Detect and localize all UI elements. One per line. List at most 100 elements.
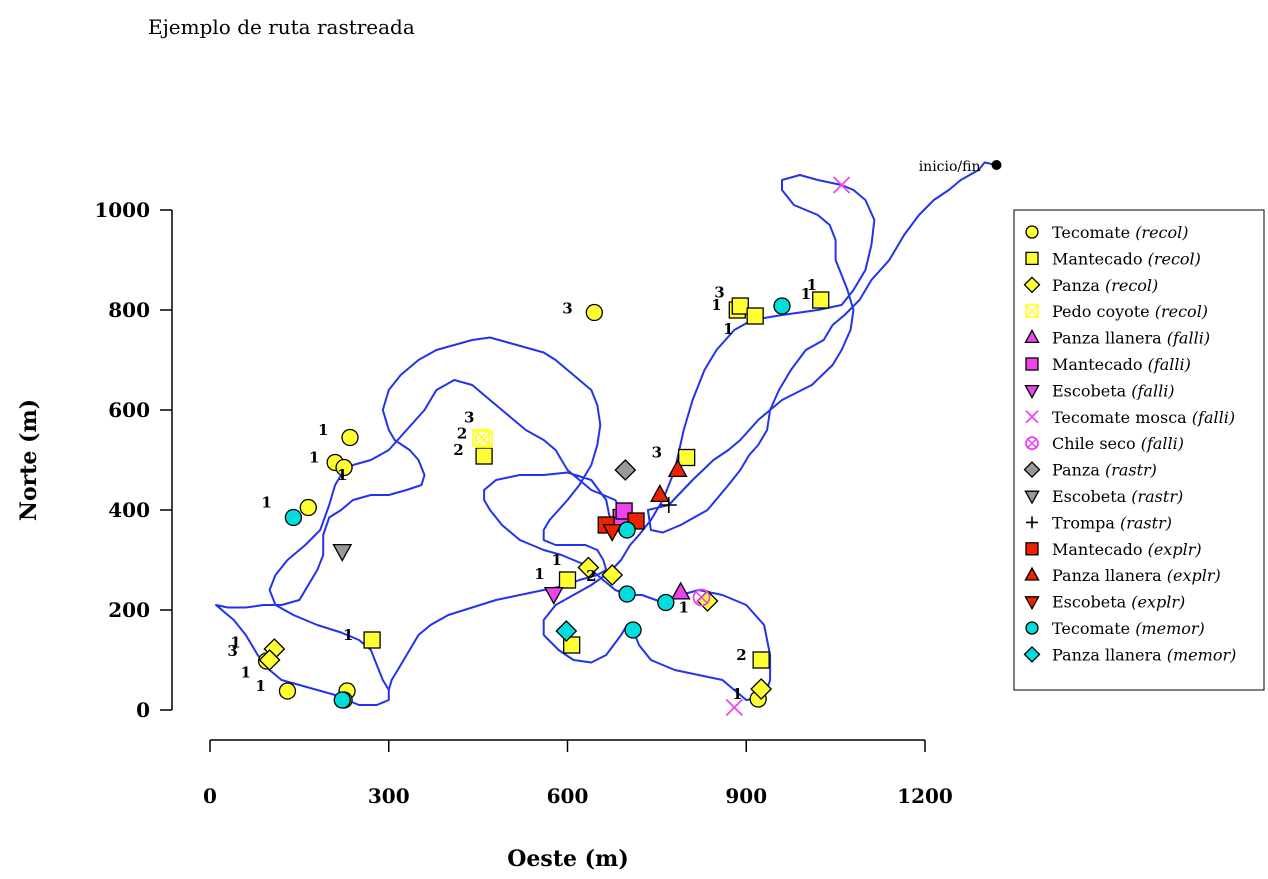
y-tick-label: 200 [108, 598, 150, 622]
axis-ticks: 0 300 600 900 1200 0 200 400 600 800 1000 [94, 198, 953, 808]
point-annotation: 1 [343, 626, 353, 644]
point-annotation: 1 [230, 634, 240, 652]
marker-square [363, 631, 381, 649]
y-tick-label: 400 [108, 498, 150, 522]
route-line [215, 161, 997, 706]
legend-item: Pedo coyote (recol) [1025, 302, 1208, 321]
legend-label: Escobeta (rastr) [1052, 487, 1183, 506]
y-tick-label: 800 [108, 298, 150, 322]
point-annotation: 3 [464, 409, 474, 427]
marker-square [746, 307, 764, 325]
legend-label: Mantecado (recol) [1052, 249, 1201, 268]
legend-item: Tecomate (recol) [1025, 223, 1189, 242]
point-annotation: 2 [453, 441, 463, 459]
legend-label: Panza llanera (falli) [1052, 329, 1210, 348]
marker-circle [618, 585, 636, 603]
marker-circle [624, 621, 642, 639]
marker-circle [585, 303, 603, 322]
legend-item: Mantecado (explr) [1025, 540, 1202, 559]
x-tick-label: 1200 [897, 784, 953, 808]
point-annotation: 1 [711, 296, 721, 314]
marker-circle [618, 521, 636, 539]
markers [257, 176, 851, 717]
marker-triangle [649, 484, 670, 503]
legend-label: Escobeta (falli) [1052, 381, 1175, 400]
point-annotation: 3 [652, 444, 662, 462]
marker-triangle [667, 459, 688, 478]
legend-item: Panza (rastr) [1023, 461, 1157, 480]
marker-triangle [670, 581, 691, 600]
point-annotation: 3 [562, 300, 572, 318]
point-annotation: 2 [457, 425, 467, 443]
marker-diamond [601, 564, 624, 586]
marker-square [475, 447, 493, 465]
marker-diamond [577, 556, 600, 579]
marker-triangledown [332, 543, 353, 562]
start-end-point [991, 160, 1002, 170]
legend-item: Mantecado (recol) [1025, 249, 1201, 268]
legend-box [1013, 209, 1265, 691]
point-annotation: 1 [309, 449, 319, 467]
marker-x [725, 698, 743, 717]
chart-title: Ejemplo de ruta rastreada [148, 15, 415, 39]
point-annotation: 3 [714, 284, 724, 302]
legend-label: Escobeta (explr) [1052, 593, 1185, 612]
marker-diamond [555, 620, 578, 642]
legend-label: Mantecado (falli) [1052, 355, 1191, 374]
legend-label: Mantecado (explr) [1052, 540, 1202, 559]
legend-label: Tecomate (recol) [1052, 223, 1189, 242]
legend-label: Panza llanera (explr) [1052, 566, 1221, 585]
marker-squarex [475, 430, 493, 448]
start-end-marker: inicio/fin [919, 159, 1002, 175]
legend-label: Tecomate mosca (falli) [1052, 408, 1235, 427]
point-annotation: 1 [241, 664, 251, 682]
marker-diamond [614, 459, 637, 481]
point-annotation: 1 [552, 551, 562, 569]
point-annotation: 1 [678, 599, 688, 617]
marker-circle [299, 498, 317, 517]
legend-label: Trompa (rastr) [1052, 513, 1172, 532]
x-axis-label: Oeste (m) [507, 846, 628, 872]
marker-diamond [258, 649, 281, 671]
legend-item: Panza llanera (memor) [1023, 645, 1236, 664]
x-tick-label: 0 [203, 784, 217, 808]
legend-item: Escobeta (explr) [1024, 593, 1185, 612]
marker-triangledown [543, 586, 564, 605]
marker-circle [657, 593, 675, 612]
marker-square [752, 651, 770, 669]
marker-circle [284, 508, 303, 527]
x-tick-label: 300 [368, 784, 410, 808]
legend-label: Pedo coyote (recol) [1052, 302, 1208, 321]
legend-item: Panza (recol) [1023, 276, 1158, 295]
y-axis-label: Norte (m) [16, 399, 42, 521]
marker-plus [660, 497, 677, 513]
marker-square [812, 291, 830, 309]
start-end-label: inicio/fin [919, 159, 981, 175]
marker-circle [333, 691, 351, 709]
point-annotation: 1 [337, 466, 347, 484]
point-annotation: 1 [807, 276, 817, 294]
y-tick-label: 600 [108, 398, 150, 422]
point-annotation: 2 [736, 646, 746, 664]
marker-square [678, 448, 696, 467]
legend: Tecomate (recol) Mantecado (recol) Panza (… [1013, 209, 1265, 691]
marker-circle [773, 297, 791, 315]
legend-item: Mantecado (falli) [1025, 355, 1191, 374]
legend-item: Tecomate mosca (falli) [1025, 408, 1235, 427]
legend-label: Tecomate (memor) [1052, 619, 1205, 638]
point-annotation: 1 [261, 494, 271, 512]
marker-circle [341, 428, 359, 447]
marker-square [563, 636, 581, 654]
point-annotation: 1 [801, 285, 811, 303]
legend-item: Panza llanera (falli) [1024, 329, 1210, 348]
legend-item: Trompa (rastr) [1026, 513, 1172, 532]
point-annotation: 2 [586, 567, 596, 585]
point-annotation: 1 [318, 421, 328, 439]
marker-circle [335, 458, 353, 477]
legend-label: Panza llanera (memor) [1052, 645, 1236, 664]
legend-item: Chile seco (falli) [1025, 434, 1184, 453]
y-tick-label: 1000 [94, 198, 150, 222]
point-annotation: 1 [534, 565, 544, 583]
